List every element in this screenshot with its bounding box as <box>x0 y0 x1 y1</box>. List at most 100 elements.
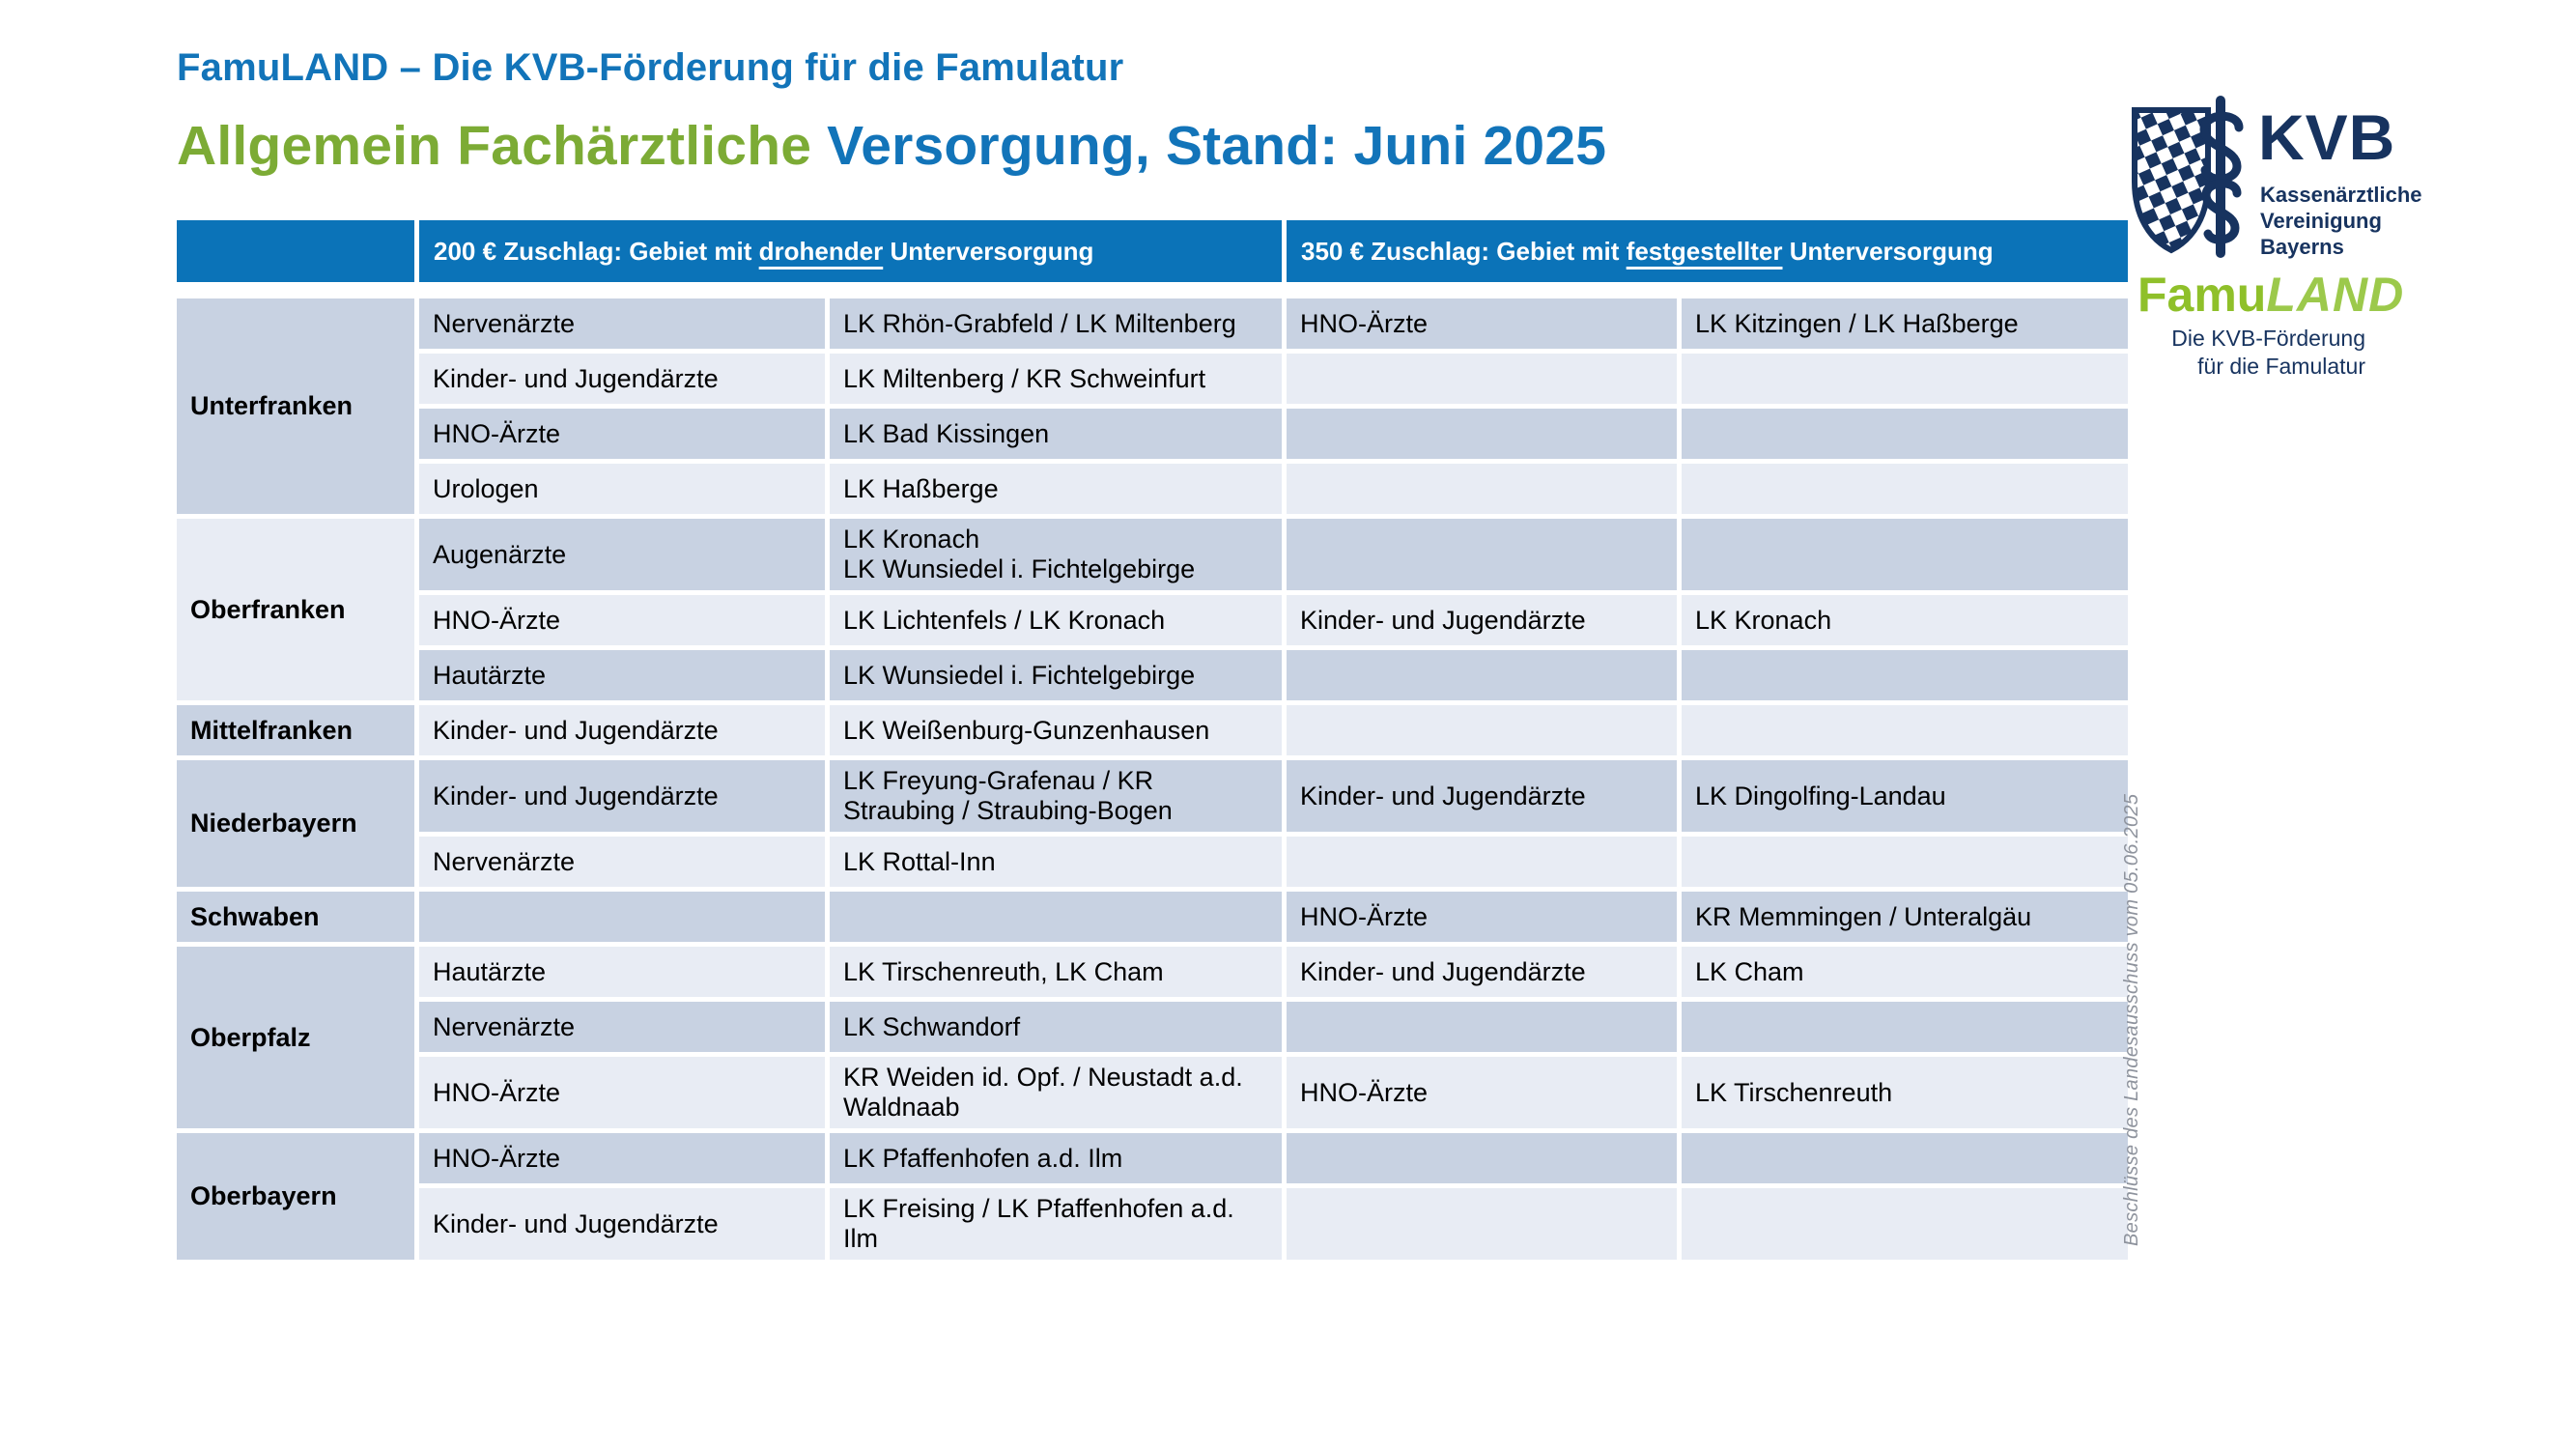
supply-table-container: 200 € Zuschlag: Gebiet mit drohender Unt… <box>172 215 2133 1264</box>
cell-spec350: Kinder- und Jugendärzte <box>1287 760 1677 832</box>
region-cell: Niederbayern <box>177 760 414 887</box>
famuland-wordmark: FamuLAND <box>2137 267 2404 323</box>
table-row: HNO-Ärzte LK Lichtenfels / LK Kronach Kind… <box>177 595 2128 645</box>
cell-spec350 <box>1287 650 1677 700</box>
cell-spec350: HNO-Ärzte <box>1287 892 1677 942</box>
supply-table: 200 € Zuschlag: Gebiet mit drohender Unt… <box>172 215 2133 1264</box>
kvb-wordmark: KVB <box>2258 101 2396 173</box>
cell-area350 <box>1682 464 2128 514</box>
cell-area350 <box>1682 705 2128 755</box>
cell-spec350 <box>1287 464 1677 514</box>
cell-spec350: HNO-Ärzte <box>1287 1057 1677 1128</box>
header-200-suffix: Unterversorgung <box>883 236 1094 266</box>
region-cell: Unterfranken <box>177 298 414 514</box>
region-cell: Oberpfalz <box>177 947 414 1128</box>
cell-spec200: Nervenärzte <box>419 1002 825 1052</box>
page-title: Allgemein Fachärztliche Versorgung, Stan… <box>177 114 1606 178</box>
page-title-blue: Versorgung, Stand: Juni 2025 <box>811 115 1607 177</box>
famuland-subline: Die KVB-Förderung für die Famulatur <box>2137 325 2365 381</box>
table-row: Unterfranken Nervenärzte LK Rhön-Grabfeld … <box>177 298 2128 514</box>
cell-area200: LK Rottal-Inn <box>830 837 1282 887</box>
region-cell: Oberfranken <box>177 519 414 700</box>
region-cell: Mittelfranken <box>177 705 414 755</box>
famuland-italic-part: LAND <box>2266 268 2405 322</box>
famuland-subline-1: Die KVB-Förderung <box>2171 326 2365 351</box>
cell-area350: LK Cham <box>1682 947 2128 997</box>
table-row: Oberpfalz Hautärzte LK Tirschenreuth, LK C… <box>177 947 2128 1128</box>
cell-spec200: HNO-Ärzte <box>419 595 825 645</box>
header-350-euro: 350 € Zuschlag: Gebiet mit festgestellte… <box>1287 220 2128 282</box>
table-row: HNO-Ärzte LK Bad Kissingen <box>177 409 2128 459</box>
cell-spec200: HNO-Ärzte <box>419 409 825 459</box>
cell-spec350: Kinder- und Jugendärzte <box>1287 595 1677 645</box>
cell-area200: LK Miltenberg / KR Schweinfurt <box>830 354 1282 404</box>
cell-area350: KR Memmingen / Unteralgäu <box>1682 892 2128 942</box>
cell-area200: LK Schwandorf <box>830 1002 1282 1052</box>
cell-spec350 <box>1287 1002 1677 1052</box>
cell-spec350 <box>1287 1188 1677 1260</box>
cell-spec350 <box>1287 519 1677 590</box>
cell-spec350 <box>1287 354 1677 404</box>
cell-area200: LK Weißenburg-Gunzenhausen <box>830 705 1282 755</box>
cell-spec350: HNO-Ärzte <box>1287 298 1677 349</box>
table-row: Schwaben HNO-Ärzte KR Memmingen / Unteralg… <box>177 892 2128 942</box>
cell-spec200: Nervenärzte <box>419 837 825 887</box>
cell-spec200: HNO-Ärzte <box>419 1057 825 1128</box>
cell-area200: LK Rhön-Grabfeld / LK Miltenberg <box>830 298 1282 349</box>
cell-area200: LK Lichtenfels / LK Kronach <box>830 595 1282 645</box>
cell-spec200: Augenärzte <box>419 519 825 590</box>
header-200-underlined: drohender <box>758 236 884 266</box>
cell-area200: LK Pfaffenhofen a.d. Ilm <box>830 1133 1282 1183</box>
region-cell: Schwaben <box>177 892 414 942</box>
cell-area200: LK Freyung-Grafenau / KR Straubing / Str… <box>830 760 1282 832</box>
cell-area200: LK Kronach LK Wunsiedel i. Fichtelgebirg… <box>830 519 1282 590</box>
cell-spec200: HNO-Ärzte <box>419 1133 825 1183</box>
cell-area200: LK Bad Kissingen <box>830 409 1282 459</box>
cell-spec350 <box>1287 837 1677 887</box>
cell-spec200: Nervenärzte <box>419 298 825 349</box>
table-row: Kinder- und Jugendärzte LK Freising / LK … <box>177 1188 2128 1260</box>
cell-area350: LK Kitzingen / LK Haßberge <box>1682 298 2128 349</box>
header-350-underlined: festgestellter <box>1626 236 1783 266</box>
cell-spec200: Kinder- und Jugendärzte <box>419 354 825 404</box>
table-row: Nervenärzte LK Rottal-Inn <box>177 837 2128 887</box>
cell-area350 <box>1682 409 2128 459</box>
cell-area350 <box>1682 650 2128 700</box>
cell-area350 <box>1682 354 2128 404</box>
cell-area350: LK Kronach <box>1682 595 2128 645</box>
header-200-euro: 200 € Zuschlag: Gebiet mit drohender Unt… <box>419 220 1282 282</box>
kvb-wordmark-subline: Kassenärztliche Vereinigung Bayerns <box>2260 183 2422 259</box>
table-row: HNO-Ärzte KR Weiden id. Opf. / Neustadt a… <box>177 1057 2128 1128</box>
table-row: Oberfranken Augenärzte LK Kronach LK Wunsi… <box>177 519 2128 700</box>
cell-spec200: Hautärzte <box>419 947 825 997</box>
table-row: Nervenärzte LK Schwandorf <box>177 1002 2128 1052</box>
table-row: Niederbayern Kinder- und Jugendärzte LK Fr… <box>177 760 2128 887</box>
table-body: Unterfranken Nervenärzte LK Rhön-Grabfeld … <box>177 287 2128 1260</box>
cell-area200: LK Tirschenreuth, LK Cham <box>830 947 1282 997</box>
cell-area200 <box>830 892 1282 942</box>
cell-area350 <box>1682 1188 2128 1260</box>
cell-spec200: Kinder- und Jugendärzte <box>419 760 825 832</box>
cell-spec350 <box>1287 409 1677 459</box>
header-200-prefix: 200 € Zuschlag: Gebiet mit <box>434 236 759 266</box>
page-subtitle: FamuLAND – Die KVB-Förderung für die Fam… <box>177 46 1124 89</box>
header-350-suffix: Unterversorgung <box>1782 236 1994 266</box>
cell-area350: LK Dingolfing-Landau <box>1682 760 2128 832</box>
decision-date-note: Beschlüsse des Landesausschuss vom 05.06… <box>2121 793 2142 1246</box>
cell-area350 <box>1682 1002 2128 1052</box>
table-row: Urologen LK Haßberge <box>177 464 2128 514</box>
cell-spec200: Kinder- und Jugendärzte <box>419 1188 825 1260</box>
table-row: Oberbayern HNO-Ärzte LK Pfaffenhofen a.d. … <box>177 1133 2128 1260</box>
cell-spec350 <box>1287 705 1677 755</box>
cell-area350: LK Tirschenreuth <box>1682 1057 2128 1128</box>
region-cell: Oberbayern <box>177 1133 414 1260</box>
cell-area200: KR Weiden id. Opf. / Neustadt a.d. Waldn… <box>830 1057 1282 1128</box>
cell-spec200: Hautärzte <box>419 650 825 700</box>
cell-spec200: Kinder- und Jugendärzte <box>419 705 825 755</box>
cell-area200: LK Freising / LK Pfaffenhofen a.d. Ilm <box>830 1188 1282 1260</box>
header-350-prefix: 350 € Zuschlag: Gebiet mit <box>1301 236 1627 266</box>
cell-spec200 <box>419 892 825 942</box>
table-header-row: 200 € Zuschlag: Gebiet mit drohender Unt… <box>177 220 2128 282</box>
cell-area200: LK Haßberge <box>830 464 1282 514</box>
